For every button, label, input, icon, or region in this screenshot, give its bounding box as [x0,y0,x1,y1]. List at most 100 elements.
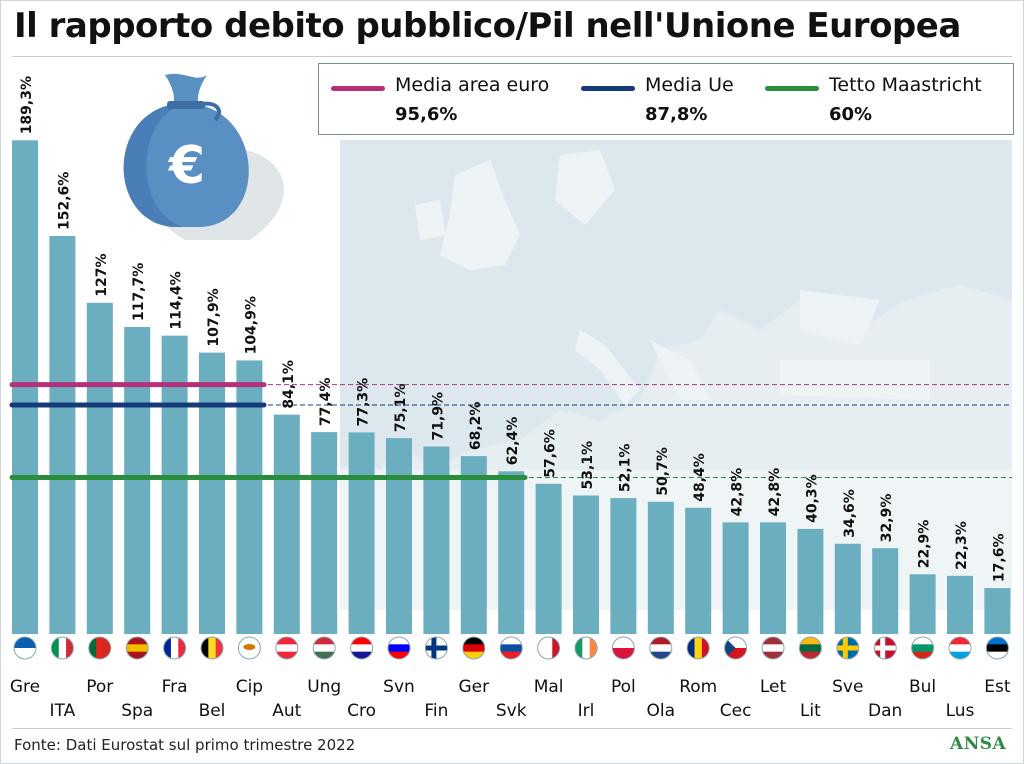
category-label: Svn [383,677,415,697]
value-label: 42,8% [767,468,783,517]
category-label: Est [984,677,1011,697]
category-label: Fra [162,677,188,697]
value-label: 75,1% [393,384,409,433]
flag-icon [836,636,860,660]
flag-icon [13,636,37,660]
bar-fra [161,335,188,634]
flag-icon [985,636,1009,660]
flag-icon [312,636,336,660]
flag-icon [125,636,149,660]
bar-ola [647,501,674,634]
category-label: Gre [10,677,40,697]
value-label: 77,4% [318,378,334,427]
bar-spa [124,327,151,634]
flag-icon [911,636,935,660]
value-labels: 189,3% 152,6% 127% 117,7% 114,4% 107,9% 104,9%… [19,76,1007,582]
value-label: 53,1% [580,441,596,490]
flag-icon [798,636,822,660]
bar-aut [273,414,300,634]
europe-map-background [340,140,1012,610]
bar-let [760,522,786,634]
legend-value: 60% [829,104,873,125]
value-label: 34,6% [842,489,858,538]
bar-sve [834,543,861,634]
legend: Media area euro 95,6% Media Ue 87,8% Tet… [318,63,1014,135]
legend-swatch [765,86,819,91]
value-label: 114,4% [169,271,185,329]
flag-icon [387,636,411,660]
bar-irl [573,495,599,634]
legend-value: 95,6% [395,104,458,125]
value-label: 42,8% [730,468,746,517]
category-label: Cec [720,701,752,721]
category-label: Svk [496,701,527,721]
category-label: Cro [347,701,376,721]
legend-value: 87,8% [645,104,708,125]
bar-ita [49,236,76,634]
flag-icon [462,636,486,660]
category-label: Bel [199,701,226,721]
category-label: Dan [868,701,902,721]
category-label: Sve [832,677,863,697]
category-label: Pol [611,677,636,697]
flag-icon [724,636,748,660]
category-label: Cip [236,677,263,697]
bar-mal [535,483,562,634]
bar-ung [311,432,338,634]
value-label: 40,3% [804,474,820,523]
bar-rom [685,507,712,634]
category-label: Ger [458,677,489,697]
bar-cip [236,360,263,634]
flag-icon [873,636,897,660]
title-divider [12,56,1012,57]
category-label: Fin [424,701,448,721]
reference-lines [9,382,1012,481]
flag-icon [649,636,673,660]
bar-est [984,588,1011,634]
category-label: Aut [272,701,301,721]
bar-bul [909,574,936,634]
flag-icon [163,636,187,660]
value-label: 48,4% [692,453,708,502]
flag-icons [13,636,1009,660]
flag-icon [200,636,224,660]
value-label: 107,9% [206,288,222,346]
flag-icon [499,636,523,660]
category-label: Let [760,677,787,697]
bar-dan [872,548,899,634]
flag-icon [275,636,299,660]
bar-por [86,302,113,634]
category-label: ITA [50,701,76,721]
bar-pol [610,498,637,634]
value-label: 152,6% [56,172,72,230]
legend-swatch [331,86,385,91]
value-label: 52,1% [617,444,633,493]
bar-svk [498,471,525,634]
svg-text:€: € [168,136,205,196]
value-label: 127% [94,254,110,297]
flag-icon [350,636,374,660]
category-labels: Gre ITA Por Spa Fra Bel Cip Aut Ung Cro Svn Fin Ger S… [10,677,1011,721]
bar-svn [386,438,412,634]
legend-label: Media Ue [645,74,734,96]
category-label: Irl [578,701,595,721]
value-label: 104,9% [243,296,259,354]
flag-icon [574,636,598,660]
flag-icon [686,636,710,660]
category-label: Lus [946,701,975,721]
category-label: Lit [800,701,821,721]
flag-icon [237,636,261,660]
category-label: Bul [909,677,936,697]
flag-icon [50,636,74,660]
flag-icon [88,636,112,660]
category-label: Spa [121,701,153,721]
bar-cro [348,432,375,634]
value-label: 62,4% [505,417,521,466]
flag-icon [424,636,448,660]
legend-swatch [581,86,635,91]
ansa-logo: ANSA [950,734,1007,754]
value-label: 22,9% [917,520,933,569]
category-label: Mal [534,677,564,697]
chart-title: Il rapporto debito pubblico/Pil nell'Uni… [14,6,961,46]
